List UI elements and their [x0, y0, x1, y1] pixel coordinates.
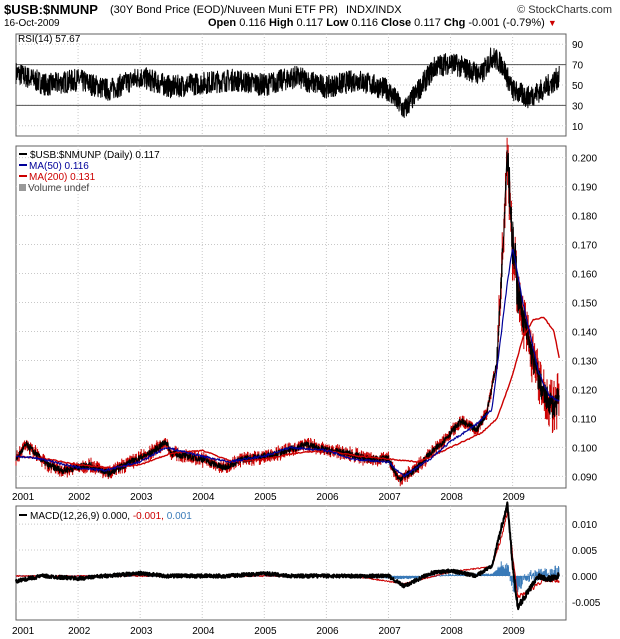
symbol-description: (30Y Bond Price (EOD)/Nuveen Muni ETF PR… [110, 4, 338, 16]
price-frame [15, 145, 567, 489]
price-y-tick-label: 0.160 [572, 270, 597, 281]
x-tick-label: 2003 [130, 626, 153, 637]
legend-volume: Volume undef [28, 183, 89, 194]
rsi-y-tick-label: 30 [572, 101, 584, 112]
rsi-line [15, 47, 560, 118]
close-value: 0.117 [414, 17, 441, 29]
price-y-tick-label: 0.190 [572, 183, 597, 194]
instrument-label: INDX/INDX [346, 4, 402, 16]
x-tick-label: 2009 [503, 492, 526, 503]
x-tick-label: 2008 [441, 492, 464, 503]
quote-date: 16-Oct-2009 [4, 18, 60, 29]
rsi-y-tick-label: 50 [572, 81, 584, 92]
x-tick-label: 2002 [68, 492, 91, 503]
x-tick-label: 2004 [192, 626, 215, 637]
chg-value: -0.001 (-0.79%) [468, 17, 545, 29]
high-label: High [268, 17, 294, 29]
symbol-title: $USB:$NMUNP [4, 2, 98, 17]
down-arrow-icon: ▼ [547, 18, 557, 28]
price-y-tick-label: 0.100 [572, 443, 597, 454]
ma200-line [15, 316, 560, 469]
price-y-tick-label: 0.090 [572, 472, 597, 483]
price-y-tick-label: 0.120 [572, 385, 597, 396]
macd-y-tick-label: 0.010 [572, 520, 597, 531]
price-y-tick-label: 0.200 [572, 154, 597, 165]
price-y-tick-label: 0.170 [572, 241, 597, 252]
chg-label: Chg [443, 17, 466, 29]
macd-y-tick-label: 0.005 [572, 546, 597, 557]
rsi-legend: RSI(14) 57.67 [18, 34, 81, 45]
price-y-tick-label: 0.110 [572, 414, 597, 425]
rsi-y-tick-label: 90 [572, 40, 584, 51]
rsi-panel: 10 30 50 70 90 RSI(14) 57.67 [15, 33, 584, 137]
price-y-tick-label: 0.140 [572, 327, 597, 338]
legend-macd-signal: -0.001, [133, 511, 167, 522]
price-panel: 0.090 0.100 0.110 0.120 0.130 0.140 0.150 0.160… [12, 137, 597, 503]
x-tick-label: 2004 [192, 492, 215, 503]
macd-y-tick-label: 0.000 [572, 572, 597, 583]
price-y-tick-label: 0.180 [572, 212, 597, 223]
legend-ma200: MA(200) 0.131 [29, 172, 96, 183]
legend-volume-swatch [19, 184, 26, 191]
x-tick-label: 2003 [130, 492, 153, 503]
price-y-tick-label: 0.130 [572, 356, 597, 367]
macd-frame [15, 505, 567, 621]
x-tick-label: 2008 [441, 626, 464, 637]
open-value: 0.116 [239, 17, 266, 29]
open-label: Open [208, 17, 237, 29]
legend-ma50: MA(50) 0.116 [29, 161, 89, 172]
rsi-y-tick-label: 10 [572, 122, 584, 133]
macd-line [15, 501, 560, 611]
x-tick-label: 2006 [316, 626, 339, 637]
legend-price: $USB:$NMUNP (Daily) 0.117 [30, 150, 160, 161]
x-tick-label: 2001 [12, 492, 35, 503]
legend-macd: MACD(12,26,9) 0.000, -0.001, 0.001 [30, 511, 192, 522]
legend-macd-hist: 0.001 [167, 511, 192, 522]
x-tick-label: 2007 [378, 492, 401, 503]
price-y-tick-label: 0.150 [572, 299, 597, 310]
x-tick-label: 2006 [316, 492, 339, 503]
legend-macd-label: MACD(12,26,9) 0.000, [30, 511, 133, 522]
x-tick-label: 2009 [503, 626, 526, 637]
x-tick-label: 2001 [12, 626, 35, 637]
macd-panel: -0.005 0.000 0.005 0.010 2001 2002 2003 2004 200… [12, 501, 601, 637]
close-label: Close [381, 17, 412, 29]
low-label: Low [326, 17, 349, 29]
x-tick-label: 2007 [378, 626, 401, 637]
x-tick-label: 2005 [254, 492, 277, 503]
low-value: 0.116 [351, 17, 379, 29]
brand-label: © StockCharts.com [517, 4, 612, 16]
quote-bar: Open 0.116 High 0.117 Low 0.116 Close 0.… [208, 17, 557, 29]
rsi-y-tick-label: 70 [572, 61, 584, 72]
ma50-line [16, 248, 560, 478]
macd-y-tick-label: -0.005 [572, 598, 601, 609]
high-value: 0.117 [296, 17, 324, 29]
x-tick-label: 2002 [68, 626, 91, 637]
x-tick-label: 2005 [254, 626, 277, 637]
